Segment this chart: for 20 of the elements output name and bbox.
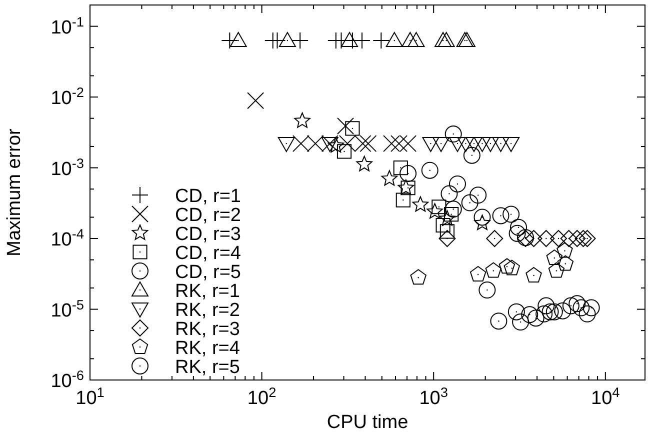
legend-label: RK, r=3 [175, 319, 240, 340]
x-tick-label: 10$^{2}$ [247, 384, 276, 409]
legend-label: RK, r=2 [175, 300, 240, 321]
legend-label: RK, r=1 [175, 281, 240, 302]
x-tick-label: 10$^{4}$ [591, 384, 620, 409]
y-tick-label: 10$^{-5}$ [50, 296, 84, 322]
y-tick-label: 10$^{-4}$ [50, 226, 84, 251]
legend-label: CD, r=1 [175, 186, 241, 207]
legend-label: RK, r=4 [175, 338, 240, 359]
legend-label: CD, r=2 [175, 205, 241, 226]
x-axis-title: CPU time [326, 412, 408, 433]
x-tick-label: 10$^{3}$ [419, 384, 448, 409]
y-axis-title: Maximum error [4, 128, 25, 256]
legend-label: CD, r=3 [175, 224, 241, 245]
legend-label: RK, r=5 [175, 357, 240, 378]
y-tick-label: 10$^{-2}$ [50, 84, 84, 110]
legend-label: CD, r=4 [175, 243, 242, 264]
y-tick-label: 10$^{-3}$ [50, 155, 84, 180]
legend-label: CD, r=5 [175, 262, 241, 283]
y-tick-label: 10$^{-1}$ [50, 14, 84, 38]
